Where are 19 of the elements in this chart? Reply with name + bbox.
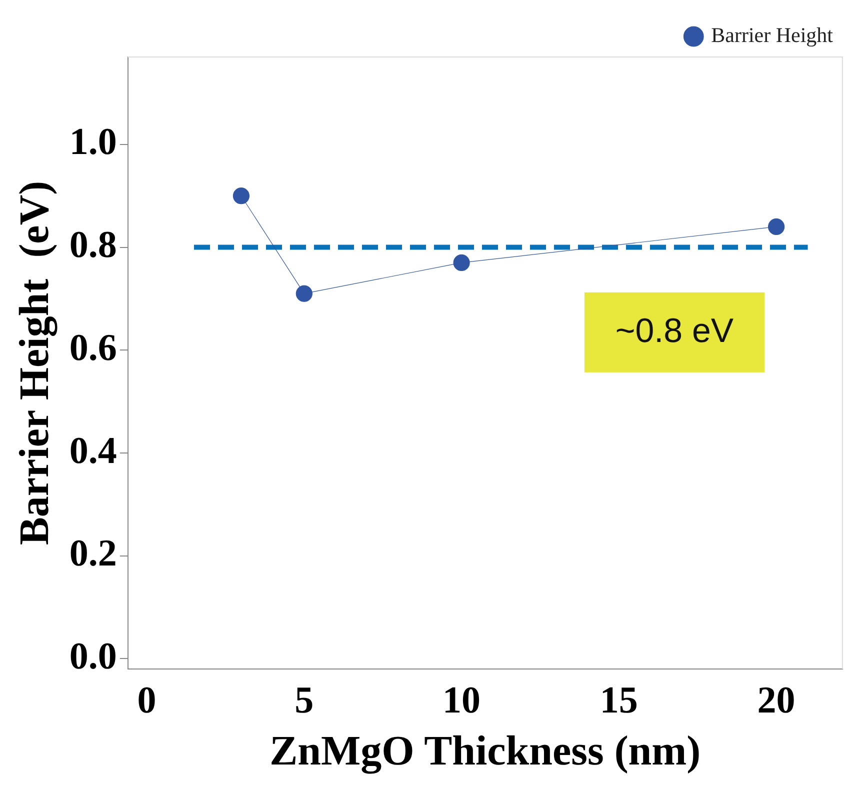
y-tick-label: 0.6 — [69, 326, 117, 369]
x-axis-title: ZnMgO Thickness (nm) — [270, 728, 701, 775]
y-tick-label: 1.0 — [69, 121, 117, 164]
y-tick-label: 0.0 — [69, 636, 117, 678]
point — [296, 285, 312, 302]
y-axis-title: Barrier Height (eV) — [12, 180, 58, 546]
y-tick-label: 0.2 — [69, 532, 117, 575]
x-tick-label: 15 — [600, 680, 638, 722]
x-tick-label: 10 — [442, 680, 481, 722]
x-tick-label: 5 — [294, 680, 314, 722]
point — [768, 218, 785, 236]
point — [232, 188, 250, 204]
x-tick-label: 0 — [137, 680, 156, 722]
x-tick-label: 20 — [757, 680, 796, 722]
annotation: ~0.8 eV — [615, 312, 734, 350]
legend-label: Barrier Height — [711, 23, 834, 48]
y-tick-label: 0.8 — [69, 224, 117, 266]
y-tick-label: 0.4 — [69, 430, 117, 472]
point — [453, 254, 470, 272]
